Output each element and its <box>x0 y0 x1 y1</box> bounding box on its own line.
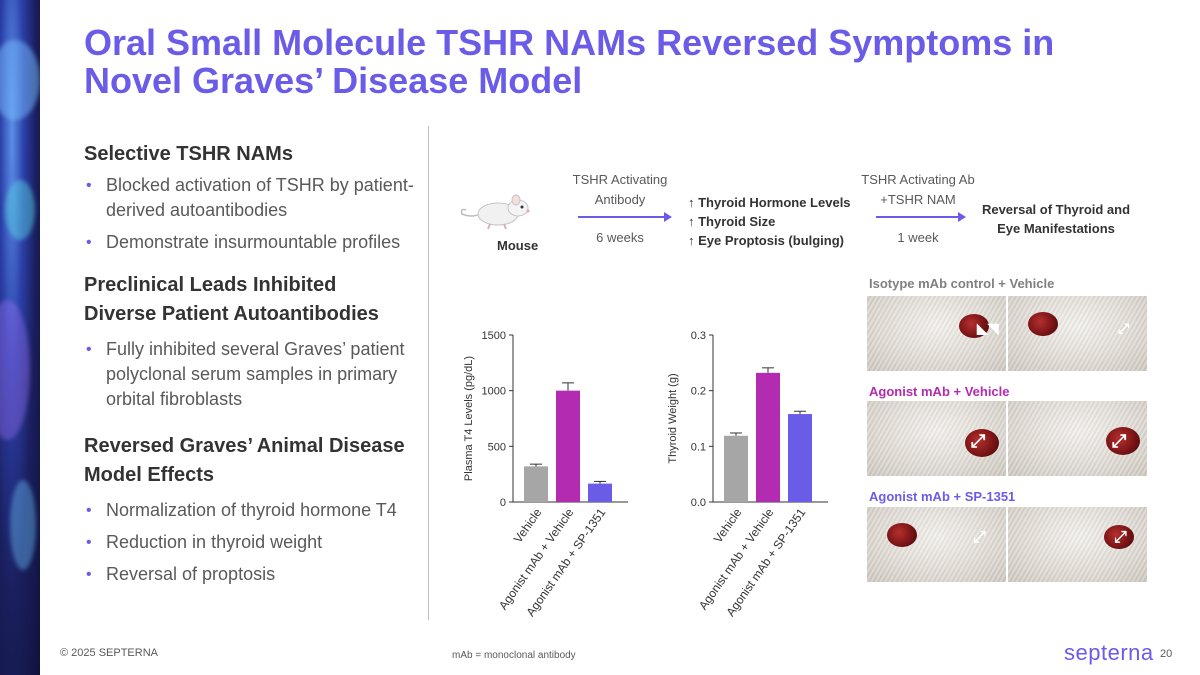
y-tick-label: 1500 <box>482 330 506 342</box>
step1-label: TSHR Activating Antibody <box>560 170 680 210</box>
effect-item: ↑ Thyroid Hormone Levels <box>688 195 851 210</box>
y-tick-label: 0.0 <box>691 497 706 509</box>
weight-bar <box>756 372 780 502</box>
eye <box>965 429 999 457</box>
y-tick-label: 500 <box>488 441 506 453</box>
footnote: mAb = monoclonal antibody <box>452 650 576 661</box>
t4-bar <box>556 390 580 502</box>
mouse-eye-photo: ⤢ <box>1008 507 1147 582</box>
page-number: 20 <box>1160 648 1173 660</box>
section-heading: Diverse Patient Autoantibodies <box>84 303 379 325</box>
decorative-side-artwork <box>0 0 40 675</box>
effects-list: ↑ Thyroid Hormone Levels ↑ Thyroid Size … <box>688 193 851 250</box>
section-heading: Model Effects <box>84 464 215 486</box>
bullet-item: Demonstrate insurmountable profiles <box>84 230 414 255</box>
step1-duration: 6 weeks <box>596 230 644 245</box>
step2-label: TSHR Activating Ab +TSHR NAM <box>858 170 978 210</box>
eye <box>1028 312 1058 336</box>
bullet-item: Blocked activation of TSHR by patient-de… <box>84 173 414 223</box>
section-reversed: Reversed Graves’ Animal Disease Model Ef… <box>84 432 414 587</box>
eye <box>959 314 989 338</box>
mouse-eye-photo: ◣◥ <box>867 296 1006 371</box>
y-axis-label: Thyroid Weight (g) <box>667 373 679 463</box>
y-tick-label: 0.1 <box>691 441 706 453</box>
step1-arrow <box>578 212 672 222</box>
weight-bar <box>724 435 748 502</box>
mouse-eye-photo: ⤢ <box>1008 401 1147 476</box>
step2-arrow <box>876 212 966 222</box>
t4-bar <box>524 466 548 502</box>
summary-column: Selective TSHR NAMs Blocked activation o… <box>84 140 414 594</box>
photo-group-label-isotype: Isotype mAb control + Vehicle <box>869 276 1055 291</box>
arrow-marker-icon: ◣◥ <box>977 320 999 336</box>
slide-title-line-1: Oral Small Molecule TSHR NAMs Reversed S… <box>84 22 1055 63</box>
column-divider <box>428 126 429 620</box>
plasma-t4-chart: 0 500 1000 1500 Plasma T4 Levels (pg/dL) Vehi… <box>463 330 628 619</box>
step1-label-line-1: TSHR Activating <box>572 172 668 187</box>
eye <box>1104 525 1134 549</box>
section-preclinical: Preclinical Leads Inhibited Diverse Pati… <box>84 271 414 412</box>
slide-title: Oral Small Molecule TSHR NAMs Reversed S… <box>84 24 1084 100</box>
y-tick-label: 0.3 <box>691 330 706 342</box>
arrow-marker-icon: ⤢ <box>971 431 986 451</box>
bullet-item: Reversal of proptosis <box>84 562 414 587</box>
x-tick-label: Vehicle <box>511 505 545 545</box>
arrow-marker-icon: ⤢ <box>1112 431 1127 451</box>
photo-group-label-agonist-vehicle: Agonist mAb + Vehicle <box>869 384 1010 399</box>
fur-texture <box>1008 296 1147 371</box>
step1-label-line-2: Antibody <box>594 192 646 207</box>
outcome-label: Reversal of Thyroid and Eye Manifestatio… <box>976 200 1136 238</box>
photo-group-label-agonist-sp1351: Agonist mAb + SP-1351 <box>869 489 1016 504</box>
mouse-eye-photo: ⤢ <box>867 507 1006 582</box>
fur-texture <box>867 507 1006 582</box>
t4-bar <box>588 483 612 502</box>
mouse-eye-photo: ⤢ <box>1008 296 1147 371</box>
arrow-marker-icon: ⤢ <box>1118 320 1130 336</box>
step2-label-line-1: TSHR Activating Ab <box>861 172 975 187</box>
y-tick-label: 0.2 <box>691 386 706 398</box>
step2-duration: 1 week <box>897 230 939 245</box>
mouse-label: Mouse <box>497 238 539 253</box>
section-heading: Reversed Graves’ Animal Disease <box>84 435 405 457</box>
company-logo: septerna <box>1064 640 1154 665</box>
x-tick-label: Vehicle <box>711 505 745 545</box>
arrow-marker-icon: ⤢ <box>1114 529 1127 546</box>
effect-item: ↑ Thyroid Size <box>688 214 776 229</box>
weight-bar <box>788 414 812 502</box>
y-tick-label: 0 <box>500 497 506 509</box>
arrow-marker-icon: ⤢ <box>973 529 986 546</box>
outcome-label-line-1: Reversal of Thyroid and <box>981 202 1131 217</box>
copyright: © 2025 SEPTERNA <box>60 647 158 659</box>
outcome-label-line-2: Eye Manifestations <box>997 221 1115 236</box>
bullet-item: Fully inhibited several Graves’ patient … <box>84 337 414 412</box>
mouse-icon <box>460 194 530 230</box>
effect-item: ↑ Eye Proptosis (bulging) <box>688 233 845 248</box>
y-tick-label: 1000 <box>482 386 506 398</box>
bullet-item: Reduction in thyroid weight <box>84 530 414 555</box>
section-heading: Preclinical Leads Inhibited <box>84 274 337 296</box>
bullet-item: Normalization of thyroid hormone T4 <box>84 498 414 523</box>
section-selective: Selective TSHR NAMs Blocked activation o… <box>84 140 414 255</box>
mouse-eye-photo: ⤢ <box>867 401 1006 476</box>
y-axis-label: Plasma T4 Levels (pg/dL) <box>463 356 475 481</box>
step2-label-line-2: +TSHR NAM <box>880 192 956 207</box>
slide-title-line-2: Novel Graves’ Disease Model <box>84 60 583 101</box>
eye <box>1106 427 1140 455</box>
eye <box>887 523 917 547</box>
section-heading: Selective TSHR NAMs <box>84 143 293 165</box>
